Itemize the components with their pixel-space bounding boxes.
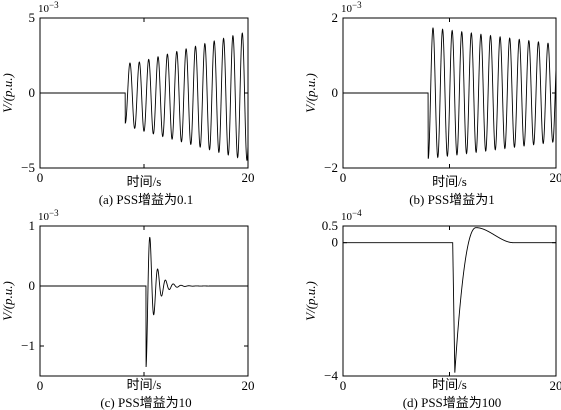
y-tick-label: −1 xyxy=(21,338,35,353)
y-tick-label: 0.5 xyxy=(322,218,338,233)
x-axis-label: 时间/s xyxy=(127,174,162,189)
y-multiplier: 10−3 xyxy=(341,0,362,15)
x-tick-label: 20 xyxy=(550,378,561,393)
series-line xyxy=(40,32,249,162)
y-tick-label: 2 xyxy=(332,10,339,25)
x-tick-label: 20 xyxy=(242,170,255,185)
plot-frame xyxy=(342,225,557,377)
x-tick-label: 0 xyxy=(340,378,347,393)
series-line xyxy=(343,27,557,159)
y-tick-label: −2 xyxy=(324,160,338,175)
y-tick-label: 0 xyxy=(29,278,36,293)
x-tick-label: 20 xyxy=(242,378,255,393)
x-axis-label: 时间/s xyxy=(127,377,162,392)
y-axis-label: V/(p.u.) xyxy=(0,73,15,113)
x-tick-label: 0 xyxy=(340,170,347,185)
panel-caption: (a) PSS增益为0.1 xyxy=(99,192,194,207)
y-multiplier: 10−4 xyxy=(341,208,362,223)
y-tick-label: 1 xyxy=(29,218,36,233)
x-axis-label: 时间/s xyxy=(432,174,467,189)
y-multiplier: 10−3 xyxy=(38,0,59,15)
y-axis-label: V/(p.u.) xyxy=(303,281,318,321)
y-axis-label: V/(p.u.) xyxy=(303,73,318,113)
y-tick-label: 0 xyxy=(332,235,339,250)
x-tick-label: 20 xyxy=(550,170,561,185)
panel-caption: (b) PSS增益为1 xyxy=(409,192,495,207)
x-tick-label: 0 xyxy=(37,378,44,393)
x-tick-label: 0 xyxy=(37,170,44,185)
y-axis-label: V/(p.u.) xyxy=(0,281,15,321)
panel-caption: (d) PSS增益为100 xyxy=(403,395,502,410)
y-tick-label: −5 xyxy=(21,160,35,175)
series-line xyxy=(343,227,556,373)
series-line xyxy=(40,236,248,368)
x-axis-label: 时间/s xyxy=(432,377,467,392)
panel-caption: (c) PSS增益为10 xyxy=(100,395,191,410)
y-tick-label: −4 xyxy=(324,368,338,383)
y-tick-label: 5 xyxy=(29,10,36,25)
y-tick-label: 0 xyxy=(29,85,36,100)
y-multiplier: 10−3 xyxy=(38,208,59,223)
plot-frame xyxy=(39,225,249,377)
y-tick-label: 0 xyxy=(332,85,339,100)
